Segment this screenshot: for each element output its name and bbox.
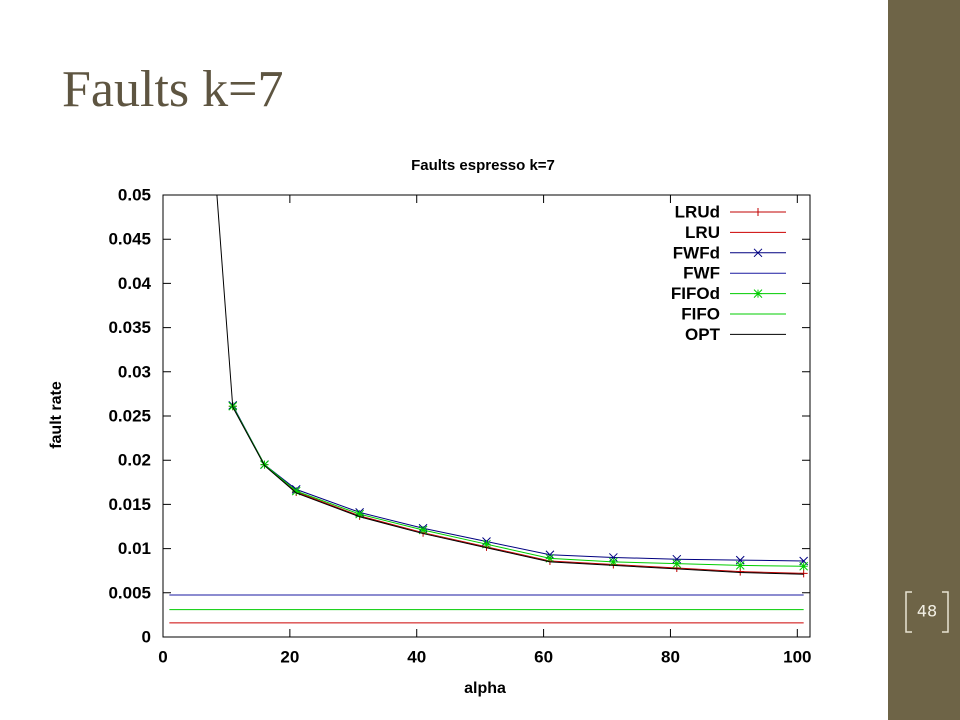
series-line	[232, 405, 804, 562]
legend-label: FWF	[683, 264, 720, 283]
y-tick-label: 0.015	[108, 495, 151, 514]
y-tick-label: 0.025	[108, 406, 151, 425]
x-tick-label: 0	[158, 647, 167, 666]
series-marker	[735, 561, 745, 570]
x-tick-label: 40	[407, 647, 426, 666]
series-line	[232, 406, 804, 567]
x-axis-label: alpha	[464, 680, 506, 697]
legend-label: FIFOd	[671, 284, 720, 303]
y-tick-label: 0.005	[108, 583, 151, 602]
series-marker	[672, 554, 682, 564]
chart-title: Faults espresso k=7	[411, 157, 555, 174]
plot-area	[169, 195, 809, 624]
x-tick-label: 80	[661, 647, 680, 666]
series-marker	[672, 559, 682, 568]
legend-marker	[753, 248, 763, 258]
legend-label: LRUd	[675, 202, 720, 221]
x-tick-label: 60	[534, 647, 553, 666]
y-tick-label: 0.05	[118, 185, 151, 204]
legend-label: FIFO	[681, 304, 720, 323]
y-tick-label: 0.045	[108, 230, 151, 249]
page-number: 48	[917, 602, 937, 621]
y-tick-label: 0.03	[118, 362, 151, 381]
y-tick-label: 0.02	[118, 451, 151, 470]
series-marker	[799, 569, 808, 578]
x-tick-label: 100	[783, 647, 811, 666]
series-marker	[799, 561, 809, 571]
legend-marker	[753, 289, 763, 298]
slide-title: Faults k=7	[62, 61, 283, 118]
y-tick-label: 0.04	[118, 274, 152, 293]
series-line	[216, 195, 804, 575]
series-marker	[545, 553, 555, 563]
legend-marker	[754, 208, 762, 216]
series-marker	[418, 525, 428, 535]
series-marker	[609, 557, 618, 567]
legend-label: LRU	[685, 223, 720, 242]
legend-label: FWFd	[673, 243, 720, 262]
y-axis-label: fault rate	[48, 381, 65, 449]
legend-label: OPT	[685, 325, 721, 344]
y-tick-label: 0	[142, 627, 151, 646]
series-marker	[291, 486, 301, 496]
page-number-bracket	[905, 591, 949, 633]
y-tick-label: 0.035	[108, 318, 151, 337]
series-marker	[482, 539, 491, 549]
series-marker	[355, 509, 364, 519]
y-tick-label: 0.01	[118, 539, 151, 558]
x-tick-label: 20	[280, 647, 299, 666]
series-marker	[609, 553, 618, 562]
